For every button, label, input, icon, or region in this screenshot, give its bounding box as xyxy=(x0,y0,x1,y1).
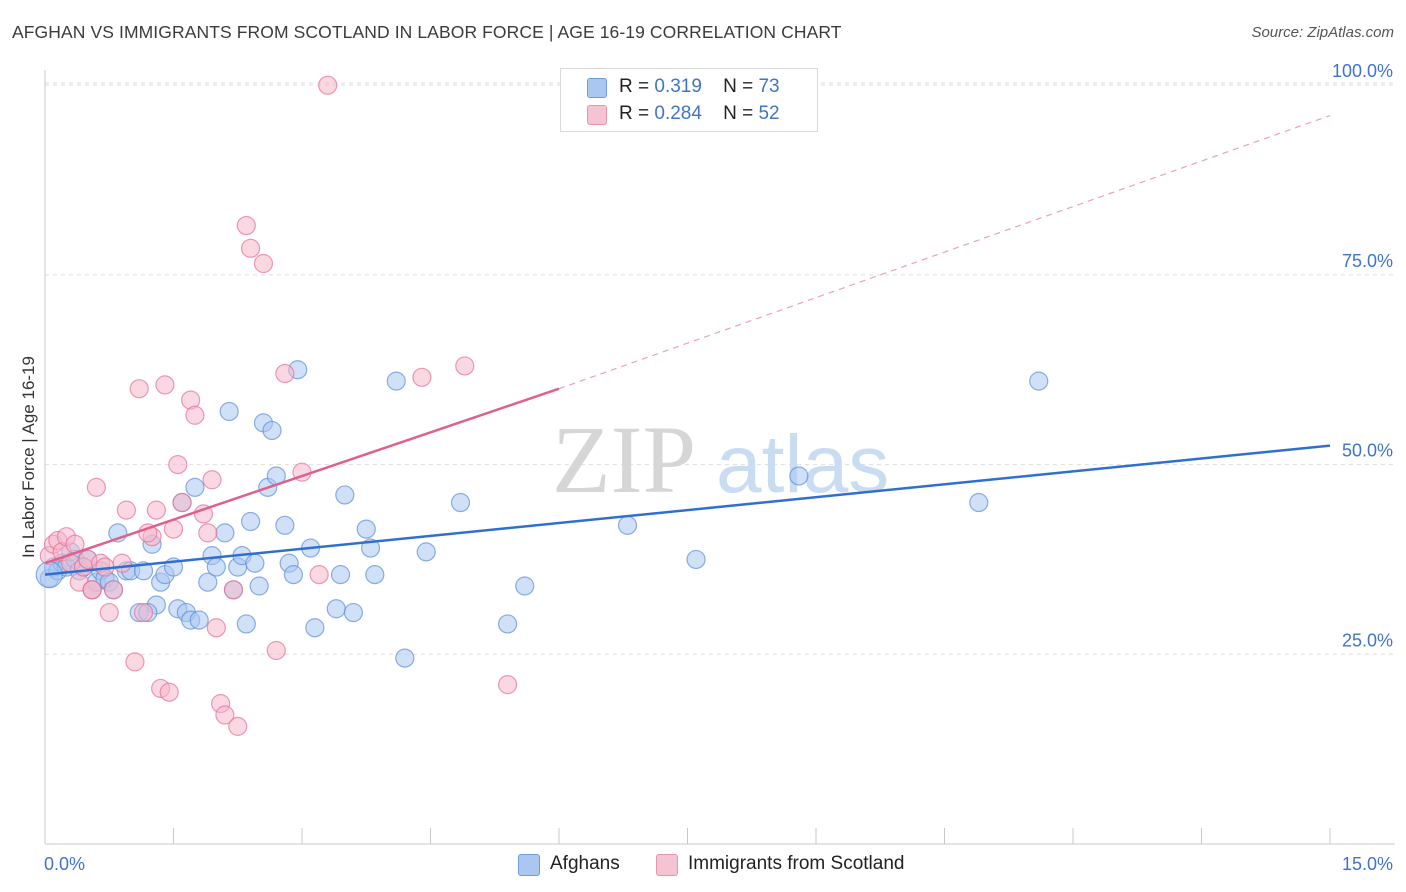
legend-swatch-afghans xyxy=(587,78,607,98)
point-scotland xyxy=(138,523,158,543)
point-afghans xyxy=(219,401,239,422)
point-afghans xyxy=(416,542,436,562)
point-afghans xyxy=(241,511,261,532)
point-scotland xyxy=(193,504,214,524)
point-scotland xyxy=(185,405,205,425)
svg-text:atlas: atlas xyxy=(716,419,889,510)
legend-r-value: 0.284 xyxy=(654,103,702,124)
legend-swatch-afghans xyxy=(518,854,540,876)
x-tick-label: 0.0% xyxy=(44,854,85,874)
point-scotland xyxy=(125,652,145,672)
point-afghans xyxy=(236,614,256,634)
x-tick-label: 15.0% xyxy=(1342,854,1393,874)
legend-n-label: N = xyxy=(723,103,754,124)
legend-r-value: 0.319 xyxy=(654,76,702,97)
point-afghans xyxy=(305,618,325,638)
legend-n-label: N = xyxy=(723,76,754,97)
point-scotland xyxy=(146,500,166,520)
point-scotland xyxy=(241,238,261,258)
y-tick-label: 100.0% xyxy=(1332,61,1393,81)
point-afghans xyxy=(198,572,218,592)
chart-source: Source: ZipAtlas.com xyxy=(1251,24,1394,41)
point-scotland xyxy=(206,618,226,638)
y-axis-label: In Labor Force | Age 16-19 xyxy=(19,356,38,558)
point-scotland xyxy=(202,470,222,490)
correlation-legend: R = 0.319 N = 73 R = 0.284 N = 52 xyxy=(560,68,818,132)
point-afghans xyxy=(185,477,205,497)
legend-swatch-scotland xyxy=(587,105,607,125)
point-scotland xyxy=(86,477,107,497)
y-tick-label: 50.0% xyxy=(1342,441,1393,461)
watermark: ZIP atlas xyxy=(552,406,889,513)
axes: 25.0% 50.0% 75.0% 100.0% 0.0% 15.0% xyxy=(44,61,1395,874)
point-afghans xyxy=(262,420,282,441)
point-scotland xyxy=(412,367,432,387)
point-scotland xyxy=(172,492,192,513)
point-afghans xyxy=(969,492,989,513)
point-scotland xyxy=(498,675,518,695)
point-scotland xyxy=(455,356,475,376)
point-scotland xyxy=(236,215,256,236)
point-scotland xyxy=(309,565,329,585)
trend-line-scotland-extension xyxy=(558,114,1331,390)
point-scotland xyxy=(112,553,132,573)
series-legend: Afghans Immigrants from Scotland xyxy=(0,850,1406,880)
point-scotland xyxy=(159,682,179,702)
point-scotland xyxy=(168,454,188,475)
point-scotland xyxy=(318,75,338,95)
point-scotland xyxy=(275,363,295,384)
chart-title: AFGHAN VS IMMIGRANTS FROM SCOTLAND IN LA… xyxy=(12,22,842,42)
point-scotland xyxy=(215,705,235,725)
legend-swatch-scotland xyxy=(656,854,678,876)
point-afghans xyxy=(789,466,809,486)
point-afghans xyxy=(249,576,269,596)
point-afghans xyxy=(343,602,363,623)
trend-line-afghans xyxy=(44,444,1331,576)
legend-n-value: 73 xyxy=(758,76,780,97)
point-afghans xyxy=(283,565,304,585)
point-scotland xyxy=(103,580,124,600)
point-afghans xyxy=(245,553,265,573)
point-afghans xyxy=(498,614,518,634)
trend-lines xyxy=(44,114,1331,576)
point-scotland xyxy=(228,716,248,736)
point-scotland xyxy=(133,602,154,623)
legend-label-scotland: Immigrants from Scotland xyxy=(688,853,905,874)
point-scotland xyxy=(116,500,136,520)
point-scotland xyxy=(82,580,102,600)
point-afghans xyxy=(395,648,415,668)
point-afghans xyxy=(450,492,471,513)
point-scotland xyxy=(99,602,119,623)
point-afghans xyxy=(330,565,351,585)
point-scotland xyxy=(266,640,286,661)
legend-n-value: 52 xyxy=(758,103,780,124)
point-afghans xyxy=(206,557,226,577)
point-afghans xyxy=(335,485,355,505)
point-afghans xyxy=(356,519,376,539)
legend-r-label: R = xyxy=(619,103,650,124)
point-scotland xyxy=(253,253,274,274)
point-scotland xyxy=(223,580,244,600)
y-tick-label: 25.0% xyxy=(1342,630,1393,650)
point-afghans xyxy=(386,371,406,391)
legend-r-label: R = xyxy=(619,76,650,97)
point-afghans xyxy=(617,515,638,535)
point-afghans xyxy=(515,576,535,596)
point-scotland xyxy=(129,379,149,399)
svg-text:ZIP: ZIP xyxy=(552,406,696,513)
point-afghans xyxy=(365,565,385,585)
point-scotland xyxy=(155,375,175,395)
point-scotland xyxy=(198,523,218,543)
point-afghans xyxy=(1029,371,1049,391)
legend-label-afghans: Afghans xyxy=(550,853,620,874)
y-tick-label: 75.0% xyxy=(1342,251,1393,271)
point-afghans xyxy=(215,523,235,543)
point-afghans xyxy=(275,515,295,535)
point-afghans xyxy=(189,610,209,630)
point-afghans xyxy=(686,549,706,570)
point-afghans xyxy=(326,599,346,619)
data-points xyxy=(35,75,1049,736)
trend-line-scotland xyxy=(44,387,560,565)
